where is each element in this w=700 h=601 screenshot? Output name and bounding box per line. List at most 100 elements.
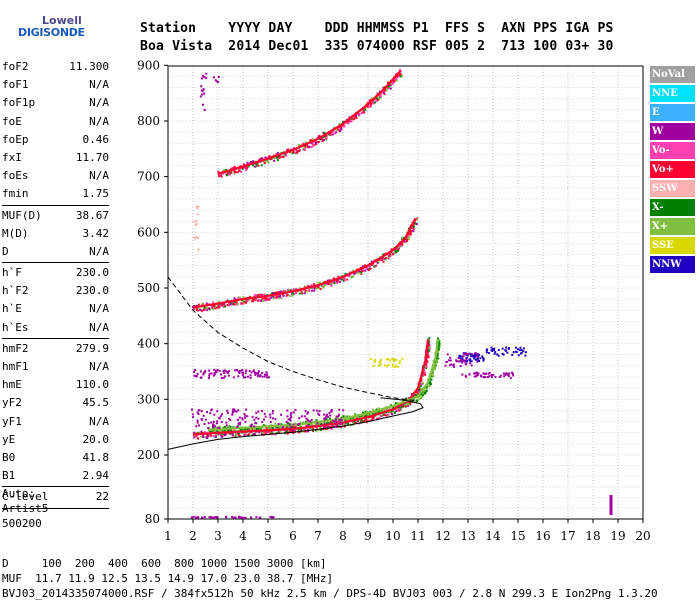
echo-point — [319, 428, 322, 431]
echo-point — [317, 412, 320, 415]
echo-point — [253, 433, 256, 436]
echo-point — [323, 413, 326, 416]
echo-point — [396, 249, 399, 252]
echo-point — [210, 409, 213, 412]
echo-point — [395, 358, 398, 361]
echo-point — [319, 138, 322, 141]
echo-point — [299, 425, 302, 428]
echo-point — [191, 416, 194, 419]
echo-point — [211, 306, 214, 309]
echo-point — [358, 114, 361, 117]
echo-point — [197, 413, 200, 416]
echo-point — [420, 396, 423, 399]
echo-point — [300, 415, 303, 418]
echo-point — [238, 423, 241, 426]
echo-point — [432, 375, 435, 378]
echo-point — [428, 346, 431, 349]
echo-point — [487, 372, 490, 375]
echo-point — [493, 352, 496, 355]
echo-point — [226, 299, 229, 302]
echo-point — [393, 80, 396, 83]
echo-point — [313, 283, 316, 286]
echo-point — [399, 75, 402, 78]
echo-point — [250, 161, 253, 164]
echo-point — [395, 78, 398, 81]
echo-point — [234, 435, 237, 438]
echo-point — [379, 95, 382, 98]
param-value: 230.0 — [75, 266, 109, 280]
echo-point — [298, 292, 301, 295]
echo-point — [193, 304, 196, 307]
echo-point — [428, 337, 431, 340]
echo-point — [364, 108, 367, 111]
echo-point — [197, 248, 200, 251]
echo-point — [231, 515, 234, 518]
echo-point — [330, 410, 333, 413]
echo-point — [261, 375, 264, 378]
echo-point — [252, 299, 255, 302]
echo-point — [195, 425, 198, 428]
echo-point — [366, 419, 369, 422]
echo-point — [202, 414, 205, 417]
echo-point — [322, 286, 325, 289]
footer-info: D 100 200 400 600 800 1000 1500 3000 [km… — [2, 556, 658, 601]
echo-point — [404, 239, 407, 242]
echo-point — [354, 116, 357, 119]
echo-point — [246, 415, 249, 418]
echo-point — [293, 146, 296, 149]
echo-point — [457, 357, 460, 360]
echo-point — [465, 357, 468, 360]
auto-label: Auto: — [2, 487, 36, 500]
echo-point — [511, 353, 514, 356]
echo-point — [350, 417, 353, 420]
echo-point — [476, 360, 479, 363]
echo-point — [369, 104, 372, 107]
echo-point — [217, 170, 220, 173]
echo-point — [220, 174, 223, 177]
y-tick-label: 300 — [137, 392, 160, 406]
param-value: 1.75 — [82, 187, 110, 201]
echo-point — [273, 292, 276, 295]
echo-point — [282, 150, 285, 153]
echo-point — [420, 388, 423, 391]
echo-point — [231, 432, 234, 435]
echo-point — [518, 349, 521, 352]
echo-point — [361, 111, 364, 114]
echo-point — [224, 516, 227, 519]
echo-point — [213, 429, 216, 432]
echo-point — [239, 516, 242, 519]
echo-point — [215, 422, 218, 425]
echo-point — [352, 422, 355, 425]
echo-point — [250, 371, 253, 374]
echo-point — [355, 421, 358, 424]
echo-point — [475, 355, 478, 358]
echo-point — [249, 374, 252, 377]
echo-point — [428, 344, 431, 347]
echo-point — [437, 349, 440, 352]
echo-point — [315, 287, 318, 290]
echo-point — [331, 133, 334, 136]
echo-point — [315, 141, 318, 144]
echo-point — [260, 427, 263, 430]
echo-point — [282, 156, 285, 159]
echo-point — [482, 376, 485, 379]
echo-point — [387, 85, 390, 88]
echo-point — [232, 376, 235, 379]
echo-point — [461, 357, 464, 360]
param-label: h`E — [2, 302, 22, 316]
echo-point — [399, 68, 402, 71]
echo-point — [236, 418, 239, 421]
echo-point — [320, 422, 323, 425]
echo-point — [344, 415, 347, 418]
echo-point — [466, 354, 469, 357]
echo-point — [201, 93, 204, 96]
header-labels: Station YYYY DAY DDD HHMMSS P1 FFS S AXN… — [140, 21, 614, 36]
echo-point — [196, 206, 199, 209]
echo-point — [214, 307, 217, 310]
echo-point — [346, 415, 349, 418]
echo-point — [407, 237, 410, 240]
echo-point — [220, 435, 223, 438]
echo-point — [338, 408, 341, 411]
echo-point — [421, 391, 424, 394]
echo-point — [232, 303, 235, 306]
